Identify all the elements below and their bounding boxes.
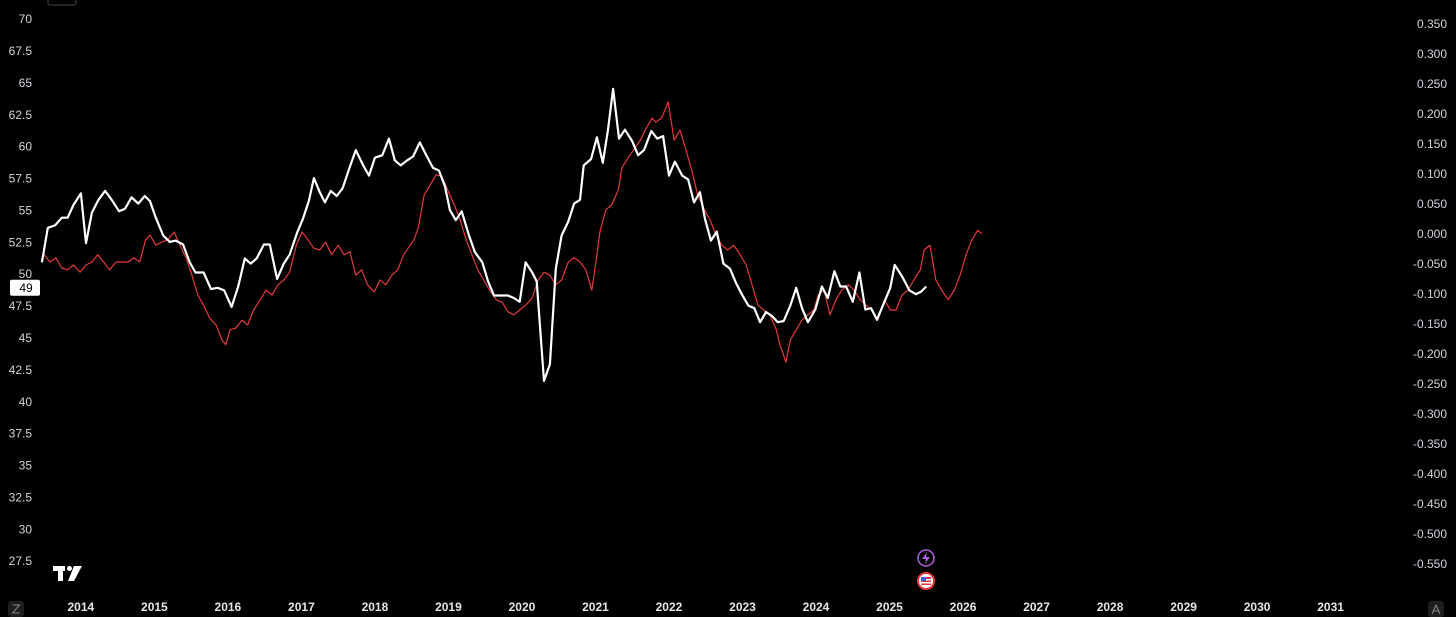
y2-tick-label: 0.200: [1417, 107, 1447, 121]
y-tick-label: 62.5: [9, 108, 33, 122]
y2-tick-label: -0.200: [1413, 347, 1447, 361]
x-tick-label: 2020: [509, 600, 536, 614]
y-tick-label: 45: [19, 331, 33, 345]
x-tick-label: 2014: [68, 600, 95, 614]
y-tick-label: 37.5: [9, 427, 33, 441]
y2-tick-label: -0.400: [1413, 467, 1447, 481]
y2-tick-label: 0.250: [1417, 77, 1447, 91]
last-value-box: [10, 279, 40, 296]
y2-tick-label: 0.150: [1417, 137, 1447, 151]
y-tick-label: 67.5: [9, 44, 33, 58]
x-tick-label: 2017: [288, 600, 315, 614]
z-button[interactable]: [8, 601, 24, 617]
y-tick-label: 42.5: [9, 363, 33, 377]
event-icons[interactable]: [917, 549, 935, 590]
x-tick-label: 2019: [435, 600, 462, 614]
y2-tick-label: -0.150: [1413, 317, 1447, 331]
y-tick-label: 60: [19, 140, 33, 154]
y-tick-label: 40: [19, 395, 33, 409]
x-tick-label: 2025: [876, 600, 903, 614]
y2-tick-label: -0.050: [1413, 257, 1447, 271]
x-tick-label: 2029: [1170, 600, 1197, 614]
y-tick-label: 47.5: [9, 299, 33, 313]
y-tick-label: 32.5: [9, 490, 33, 504]
x-tick-label: 2016: [215, 600, 242, 614]
x-tick-label: 2021: [582, 600, 609, 614]
y2-tick-label: 0.300: [1417, 47, 1447, 61]
series-line: [40, 87, 928, 382]
y2-tick-label: 0.350: [1417, 17, 1447, 31]
tradingview-logo: [53, 566, 82, 581]
y2-tick-label: -0.250: [1413, 377, 1447, 391]
x-tick-label: 2027: [1023, 600, 1050, 614]
y-tick-label: 35: [19, 459, 33, 473]
x-tick-label: 2015: [141, 600, 168, 614]
y-tick-label: 52.5: [9, 235, 33, 249]
x-tick-label: 2023: [729, 600, 756, 614]
y2-tick-label: -0.350: [1413, 437, 1447, 451]
x-tick-label: 2022: [656, 600, 683, 614]
x-tick-label: 2018: [362, 600, 389, 614]
a-button[interactable]: [1428, 601, 1444, 617]
last-value-badge: 49: [10, 279, 40, 296]
x-tick-label: 2024: [803, 600, 830, 614]
x-tick-label: 2028: [1097, 600, 1124, 614]
y2-tick-label: 0.000: [1417, 227, 1447, 241]
last-value-label: 49: [19, 281, 33, 295]
y2-tick-label: -0.300: [1413, 407, 1447, 421]
y-tick-label: 65: [19, 76, 33, 90]
toolbar-button[interactable]: [47, 0, 77, 6]
y-tick-label: 57.5: [9, 172, 33, 186]
x-tick-label: 2026: [950, 600, 977, 614]
x-tick-label: 2030: [1244, 600, 1271, 614]
y2-tick-label: 0.050: [1417, 197, 1447, 211]
y2-tick-label: -0.500: [1413, 527, 1447, 541]
y-tick-label: 50: [19, 267, 33, 281]
x-tick-label: 2031: [1317, 600, 1344, 614]
y2-tick-label: 0.100: [1417, 167, 1447, 181]
y-tick-label: 27.5: [9, 554, 33, 568]
y2-tick-label: -0.100: [1413, 287, 1447, 301]
y-tick-label: 30: [19, 522, 33, 536]
y2-tick-label: -0.550: [1413, 557, 1447, 571]
y-tick-label: 70: [19, 12, 33, 26]
y-tick-label: 55: [19, 203, 33, 217]
y2-tick-label: -0.450: [1413, 497, 1447, 511]
